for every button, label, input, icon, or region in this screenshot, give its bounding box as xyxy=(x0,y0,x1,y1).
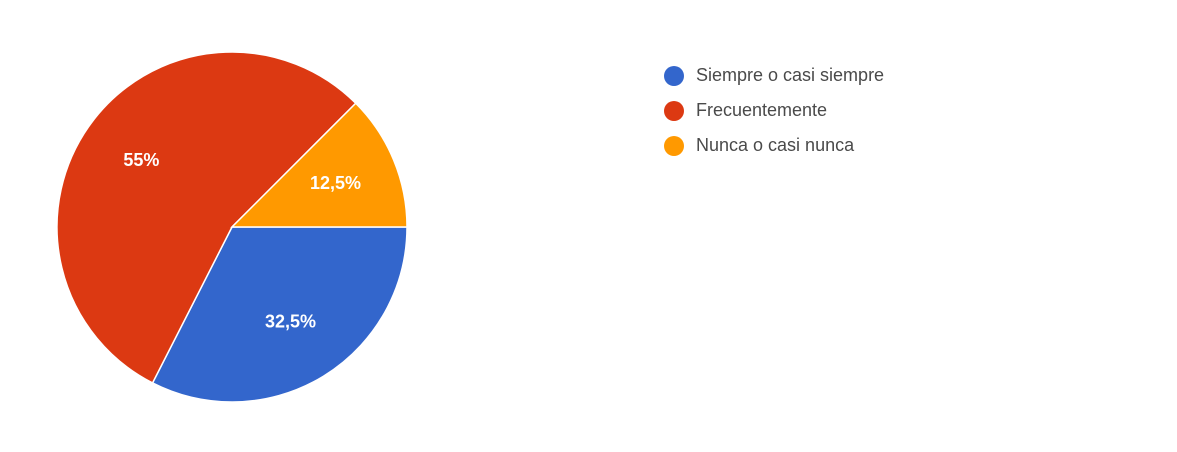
legend-item-2: Nunca o casi nunca xyxy=(664,128,884,163)
chart-legend: Siempre o casi siempre Frecuentemente Nunc… xyxy=(664,58,884,163)
legend-item-1: Frecuentemente xyxy=(664,93,884,128)
legend-item-0: Siempre o casi siempre xyxy=(664,58,884,93)
pie-slice-label-0: 32,5% xyxy=(265,311,316,331)
pie-slice-1 xyxy=(56,51,357,384)
legend-label-0: Siempre o casi siempre xyxy=(696,65,885,85)
pie-slice-label-1: 55% xyxy=(123,150,159,170)
pie-slice-0 xyxy=(151,226,408,403)
pie-slice-2 xyxy=(230,102,408,228)
legend-swatch-0 xyxy=(664,65,684,86)
legend-label-1: Frecuentemente xyxy=(696,100,828,120)
legend-swatch-2 xyxy=(664,135,684,156)
legend-swatch-1 xyxy=(664,100,684,121)
pie-slice-label-2: 12,5% xyxy=(310,173,361,193)
legend-label-2: Nunca o casi nunca xyxy=(696,135,855,155)
